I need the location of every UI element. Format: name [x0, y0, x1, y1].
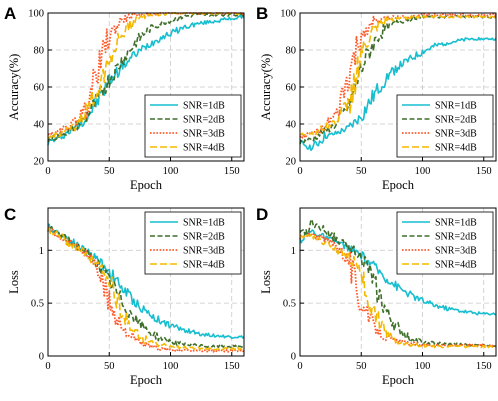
y-tick-label: 60 [34, 83, 45, 94]
series-line-snr-3db [299, 12, 497, 139]
x-tick-label: 50 [104, 361, 115, 372]
y-tick-label: 20 [34, 157, 45, 168]
panel-letter: B [256, 4, 268, 23]
series-line-snr-3db [299, 232, 497, 348]
y-tick-label: 100 [28, 9, 44, 20]
y-tick-label: 40 [286, 120, 297, 131]
series-line-snr-1db [47, 14, 245, 146]
x-tick-label: 150 [224, 361, 240, 372]
x-tick-label: 0 [297, 166, 302, 177]
y-axis-label: Loss [259, 270, 273, 294]
x-tick-label: 150 [476, 361, 492, 372]
legend-label: SNR=2dB [435, 115, 477, 126]
x-axis-label: Epoch [130, 373, 163, 387]
panel-letter: D [256, 205, 268, 224]
x-tick-label: 50 [356, 361, 367, 372]
legend: SNR=1dB SNR=2dB SNR=3dB SNR=4dB [396, 94, 494, 158]
series-line-snr-4db [299, 233, 497, 349]
y-tick-label: 0.5 [31, 299, 44, 310]
x-tick-label: 150 [224, 166, 240, 177]
panel-d: D0 50 100 15000.51EpochLossSNR=1dBSNR=2dBSN… [256, 205, 497, 387]
y-tick-label: 1 [291, 246, 296, 257]
x-tick-label: 0 [45, 361, 50, 372]
x-tick-label: 100 [415, 361, 431, 372]
legend: SNR=1dB SNR=2dB SNR=3dB SNR=4dB [144, 211, 242, 275]
y-tick-label: 0.5 [283, 299, 296, 310]
y-tick-label: 80 [34, 46, 45, 57]
legend: SNR=1dB SNR=2dB SNR=3dB SNR=4dB [396, 211, 494, 275]
panel-c: C0 50 100 15000.51EpochLossSNR=1dBSNR=2dBSN… [4, 205, 245, 387]
legend-label: SNR=1dB [435, 218, 477, 229]
axes-box [47, 207, 245, 357]
series-line-snr-1db [299, 36, 497, 152]
y-axis-label: Accuracy(%) [259, 54, 273, 121]
legend-label: SNR=4dB [435, 260, 477, 271]
y-tick-label: 40 [34, 120, 45, 131]
legend-label: SNR=2dB [183, 232, 225, 243]
y-tick-label: 60 [286, 83, 297, 94]
y-tick-label: 1 [39, 246, 44, 257]
legend-label: SNR=1dB [435, 101, 477, 112]
y-tick-label: 0 [291, 352, 296, 363]
legend-label: SNR=3dB [435, 246, 477, 257]
panel-letter: A [4, 4, 16, 23]
legend-label: SNR=2dB [435, 232, 477, 243]
legend-label: SNR=4dB [435, 143, 477, 154]
x-tick-label: 50 [356, 166, 367, 177]
x-tick-label: 0 [45, 166, 50, 177]
legend-label: SNR=2dB [183, 115, 225, 126]
legend: SNR=1dB SNR=2dB SNR=3dB SNR=4dB [144, 94, 242, 158]
legend-label: SNR=1dB [183, 101, 225, 112]
y-axis-label: Accuracy(%) [7, 54, 21, 121]
series-line-snr-4db [47, 227, 244, 351]
y-tick-label: 0 [39, 352, 44, 363]
x-axis-label: Epoch [382, 373, 415, 387]
legend-label: SNR=3dB [183, 129, 225, 140]
panel-letter: C [4, 205, 16, 224]
legend-label: SNR=4dB [183, 260, 225, 271]
x-tick-label: 100 [415, 166, 431, 177]
legend-label: SNR=4dB [183, 143, 225, 154]
x-tick-label: 50 [104, 166, 115, 177]
series-line-snr-2db [299, 218, 497, 348]
x-tick-label: 100 [163, 166, 179, 177]
legend-label: SNR=3dB [435, 129, 477, 140]
x-tick-label: 150 [476, 166, 492, 177]
axes-box [299, 207, 497, 357]
series-line-snr-4db [300, 14, 497, 136]
legend-label: SNR=1dB [183, 218, 225, 229]
x-axis-label: Epoch [382, 178, 415, 192]
y-axis-label: Loss [7, 270, 21, 294]
y-tick-label: 20 [286, 157, 297, 168]
y-tick-label: 80 [286, 46, 297, 57]
x-axis-label: Epoch [130, 178, 163, 192]
legend-label: SNR=3dB [183, 246, 225, 257]
series-line-snr-2db [299, 14, 497, 145]
x-tick-label: 100 [163, 361, 179, 372]
y-tick-label: 100 [280, 9, 296, 20]
x-tick-label: 0 [297, 361, 302, 372]
